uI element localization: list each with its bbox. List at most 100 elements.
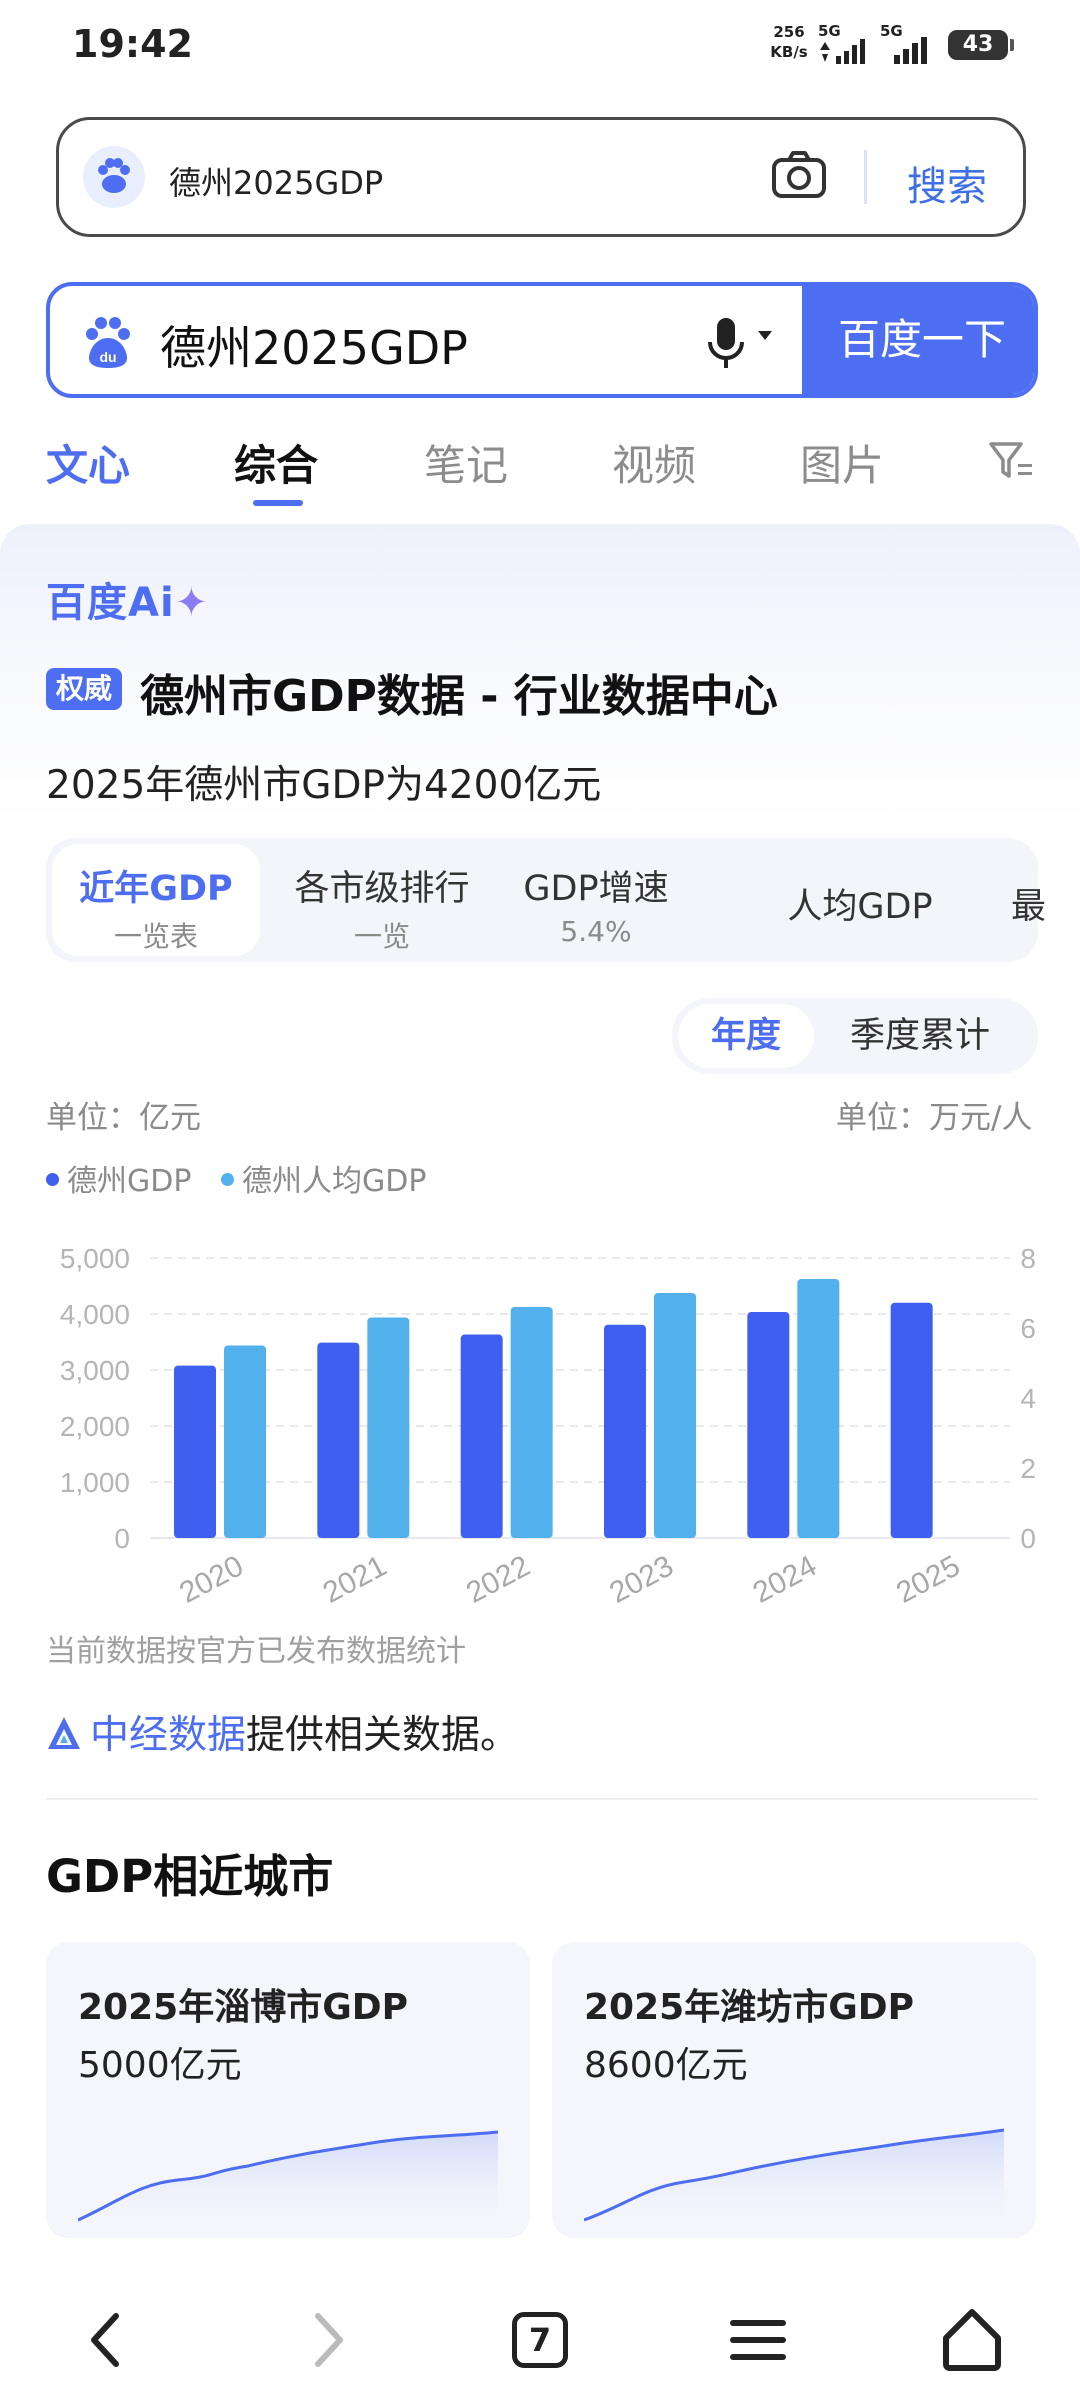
city-card-weifang[interactable]: 2025年潍坊市GDP 8600亿元 (552, 1942, 1036, 2238)
period-year-option[interactable]: 年度 (678, 1004, 814, 1068)
sparkle-icon: ✦ (174, 580, 210, 626)
y-right-tick-label: 4 (1020, 1383, 1036, 1414)
camera-icon[interactable] (769, 148, 829, 204)
legend-dot-gdp (46, 1173, 59, 1186)
network-speed-unit: KB/s (770, 43, 808, 61)
subtab-city-ranking[interactable]: 各市级排行 一览 (282, 838, 482, 962)
legend-item-per-capita[interactable]: 德州人均GDP (221, 1156, 426, 1200)
signal-icon (820, 39, 865, 64)
period-toggle: 年度 季度累计 (672, 998, 1038, 1074)
signal-label-2: 5G (880, 22, 903, 40)
legend-dot-per-capita (221, 1173, 234, 1186)
search-box[interactable]: du 德州2025GDP 百度一下 (46, 282, 1038, 398)
y-right-tick-label: 2 (1020, 1453, 1036, 1484)
subtab-recent-gdp[interactable]: 近年GDP 一览表 (52, 844, 260, 956)
y-left-tick-label: 4,000 (60, 1299, 130, 1330)
data-provider: 中经数据提供相关数据。 (46, 1704, 519, 1760)
tabs-button[interactable]: 7 (500, 2300, 580, 2380)
bar-gdp-2020 (174, 1365, 216, 1538)
tab-images[interactable]: 图片 (800, 441, 885, 490)
subtab-sublabel: 一览表 (113, 920, 198, 953)
tab-notes[interactable]: 笔记 (424, 441, 509, 490)
forward-icon[interactable] (286, 2300, 366, 2380)
status-time: 19:42 (72, 22, 193, 66)
authority-badge: 权威 (46, 668, 123, 710)
network-speed: 256 KB/s (768, 22, 810, 62)
legend-label-gdp: 德州GDP (67, 1164, 192, 1199)
data-subtabs: 近年GDP 一览表 各市级排行 一览 GDP增速 5.4% 人均GDP 最 (46, 838, 1046, 962)
bar-gdp-2025 (890, 1302, 933, 1538)
answer-text: 2025年德州市GDP为4200亿元 (46, 763, 602, 808)
y-right-tick-label: 8 (1020, 1243, 1036, 1274)
city-card-value: 5000亿元 (78, 2045, 242, 2086)
mic-dropdown-caret-icon[interactable] (758, 331, 772, 340)
x-tick-label: 2020 (174, 1549, 248, 1609)
period-quarter-option[interactable]: 季度累计 (850, 1016, 991, 1056)
menu-icon[interactable] (718, 2300, 798, 2380)
signal-label-1: 5G (818, 22, 841, 40)
city-card-title: 2025年潍坊市GDP (584, 1987, 915, 2028)
x-tick-label: 2022 (461, 1549, 535, 1609)
provider-link[interactable]: 中经数据 (90, 1713, 247, 1758)
tab-zonghe[interactable]: 综合 (234, 441, 319, 490)
baidu-logo-icon: du (86, 317, 130, 368)
subtab-label: 人均GDP (787, 887, 933, 927)
bar-gdp-2023 (604, 1324, 646, 1538)
browser-search-button[interactable]: 搜索 (907, 164, 987, 210)
browser-address-bar[interactable]: 德州2025GDP 搜索 (56, 117, 1026, 237)
bar-per-capita-2024 (797, 1279, 840, 1538)
bar-gdp-2022 (460, 1334, 503, 1538)
legend-item-gdp[interactable]: 德州GDP (46, 1156, 191, 1200)
tab-count: 7 (512, 2312, 568, 2368)
filter-icon[interactable] (988, 440, 1034, 482)
y-left-tick-label: 3,000 (60, 1355, 130, 1386)
right-axis-unit: 单位：万元/人 (836, 1100, 1033, 1136)
y-left-tick-label: 0 (114, 1523, 130, 1554)
bar-per-capita-2021 (367, 1317, 410, 1538)
subtab-gdp-growth[interactable]: GDP增速 5.4% (506, 838, 686, 962)
search-input[interactable]: 德州2025GDP (160, 321, 468, 375)
source-title-link[interactable]: 德州市GDP数据 - 行业数据中心 (140, 671, 778, 722)
subtab-sublabel: 一览 (353, 920, 410, 953)
tab-video[interactable]: 视频 (612, 441, 697, 490)
subtab-label: GDP增速 (523, 869, 669, 909)
svg-text:du: du (99, 349, 116, 365)
battery-indicator: 43 (948, 30, 1014, 60)
tab-wenxin[interactable]: 文心 (46, 441, 131, 490)
legend-label-per-capita: 德州人均GDP (242, 1164, 427, 1199)
y-left-tick-label: 5,000 (60, 1243, 130, 1274)
y-left-tick-label: 2,000 (60, 1411, 130, 1442)
y-left-tick-label: 1,000 (60, 1467, 130, 1498)
network-speed-value: 256 (773, 23, 805, 41)
active-tab-indicator (253, 500, 303, 506)
search-submit-button[interactable]: 百度一下 (802, 286, 1034, 394)
city-card-value: 8600亿元 (584, 2045, 748, 2086)
section-divider (46, 1798, 1038, 1800)
chart-legend: 德州GDP 德州人均GDP (46, 1156, 446, 1200)
provider-logo-icon (48, 1716, 80, 1749)
subtab-sublabel: 5.4% (560, 915, 632, 948)
provider-suffix: 提供相关数据。 (246, 1713, 520, 1758)
subtab-more[interactable]: 最 (1011, 838, 1051, 962)
ai-logo-text: 百度Ai (46, 580, 175, 626)
home-icon[interactable] (932, 2300, 1012, 2380)
gdp-bar-chart: 0 1,000 2,000 3,000 4,000 5,000 0 2 4 6 8 2020 2021 2… (60, 1243, 1036, 1610)
data-footnote: 当前数据按官方已发布数据统计 (46, 1634, 466, 1669)
back-icon[interactable] (68, 2300, 148, 2380)
subtab-label: 近年GDP (79, 869, 233, 909)
bar-per-capita-2022 (510, 1307, 553, 1538)
city-card-zibo[interactable]: 2025年淄博市GDP 5000亿元 (46, 1942, 530, 2238)
mic-icon[interactable] (704, 316, 748, 372)
x-tick-label: 2023 (604, 1549, 678, 1609)
city-card-sparkline (584, 2128, 1004, 2232)
similar-cities-title: GDP相近城市 (46, 1850, 334, 1903)
baidu-ai-logo: 百度Ai✦ (46, 570, 209, 628)
city-card-sparkline (78, 2130, 498, 2232)
y-right-tick-label: 0 (1020, 1523, 1036, 1554)
subtab-per-capita-gdp[interactable]: 人均GDP (770, 838, 950, 962)
x-tick-label: 2021 (318, 1549, 392, 1609)
address-query-text[interactable]: 德州2025GDP (169, 164, 384, 202)
bar-per-capita-2020 (224, 1345, 266, 1538)
address-divider (864, 150, 867, 204)
status-bar: 19:42 256 KB/s 5G 5G 43 (0, 0, 1080, 90)
